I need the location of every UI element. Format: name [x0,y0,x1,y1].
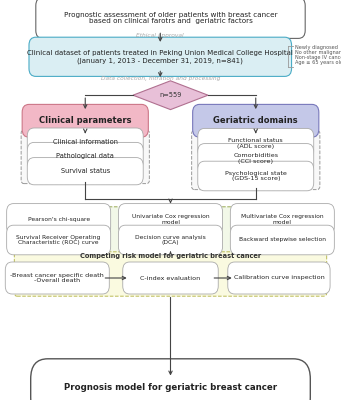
Text: Clinical dataset of patients treated in Peking Union Medical College Hospital
(J: Clinical dataset of patients treated in … [27,50,293,64]
FancyBboxPatch shape [193,104,319,137]
FancyBboxPatch shape [228,262,330,294]
FancyBboxPatch shape [27,128,143,155]
FancyBboxPatch shape [29,37,292,76]
FancyBboxPatch shape [5,262,109,294]
FancyBboxPatch shape [123,262,218,294]
Text: Survival status: Survival status [61,168,110,174]
Text: Pathological data: Pathological data [56,153,114,159]
Text: Clinical information: Clinical information [53,138,118,144]
Text: Clinical parameters: Clinical parameters [39,116,132,125]
FancyBboxPatch shape [31,359,310,400]
FancyBboxPatch shape [21,130,149,184]
Text: Multivariate Cox regression
model: Multivariate Cox regression model [241,214,324,225]
Text: Psychological state
(GDS-15 score): Psychological state (GDS-15 score) [225,170,287,181]
FancyBboxPatch shape [36,0,305,38]
Text: C-index evaluation: C-index evaluation [140,276,201,280]
Text: Competing risk model for geriatric breast cancer: Competing risk model for geriatric breas… [80,253,261,259]
FancyBboxPatch shape [119,225,222,255]
FancyBboxPatch shape [14,207,327,257]
FancyBboxPatch shape [231,225,334,255]
Text: Prognostic assessment of older patients with breast cancer
based on clinical far: Prognostic assessment of older patients … [64,12,277,24]
Text: Functional status
(ADL score): Functional status (ADL score) [228,138,283,148]
FancyBboxPatch shape [198,161,314,191]
FancyBboxPatch shape [231,204,334,235]
FancyBboxPatch shape [119,204,222,235]
FancyBboxPatch shape [192,130,320,190]
Text: Ethical approval: Ethical approval [136,33,184,38]
FancyBboxPatch shape [14,252,327,296]
Text: Prognosis model for geriatric breast cancer: Prognosis model for geriatric breast can… [64,384,277,392]
Text: Backward stepwise selection: Backward stepwise selection [239,238,326,242]
Text: Non-stage IV cancer: Non-stage IV cancer [295,55,341,60]
Text: Pearson's chi-square: Pearson's chi-square [28,217,90,222]
Text: -Breast cancer specific death
-Overall death: -Breast cancer specific death -Overall d… [11,273,104,283]
FancyBboxPatch shape [27,158,143,185]
FancyBboxPatch shape [198,128,314,158]
Text: Survival Receiver Operating
Characteristic (ROC) curve: Survival Receiver Operating Characterist… [16,234,101,245]
Text: Geriatric domains: Geriatric domains [213,116,298,125]
Text: Data collection, filtration and processing: Data collection, filtration and processi… [101,76,220,81]
Text: Decision curve analysis
(DCA): Decision curve analysis (DCA) [135,234,206,245]
FancyBboxPatch shape [27,142,143,170]
FancyBboxPatch shape [6,225,110,255]
Text: Comorbidities
(CCI score): Comorbidities (CCI score) [233,153,278,164]
Text: Age ≥ 65 years old: Age ≥ 65 years old [295,60,341,65]
FancyBboxPatch shape [198,144,314,173]
Text: Calibration curve inspection: Calibration curve inspection [234,276,324,280]
FancyBboxPatch shape [6,204,110,235]
Text: No other malignancies: No other malignancies [295,50,341,55]
Text: Newly diagnosed: Newly diagnosed [295,45,338,50]
Text: n=559: n=559 [159,92,182,98]
Polygon shape [133,81,208,110]
FancyBboxPatch shape [22,104,148,137]
Text: Univariate Cox regression
model: Univariate Cox regression model [132,214,209,225]
